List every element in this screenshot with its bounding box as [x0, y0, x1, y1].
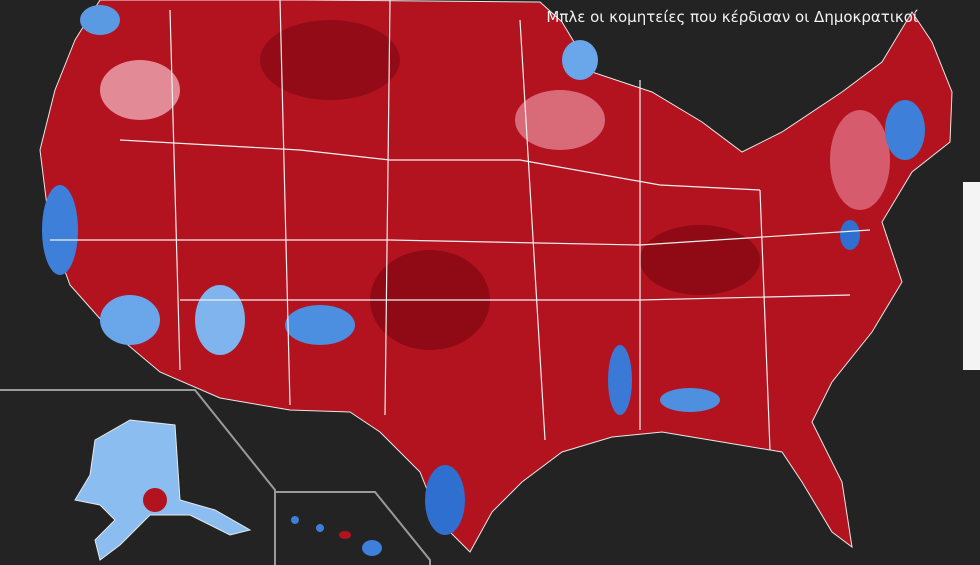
island — [339, 531, 351, 539]
blue-area — [840, 220, 860, 250]
blue-area — [285, 305, 355, 345]
alaska-red-area — [143, 488, 167, 512]
inset-border — [0, 389, 276, 565]
blue-area — [660, 388, 720, 412]
island — [316, 524, 324, 532]
blue-area — [562, 40, 598, 80]
contiguous-us — [39, 0, 953, 553]
light-red-area — [830, 110, 890, 210]
side-panel — [963, 182, 980, 370]
border — [169, 0, 771, 451]
dark-red-area — [640, 225, 760, 295]
state-borders — [50, 0, 871, 451]
light-red-area — [100, 60, 180, 120]
blue-area — [80, 5, 120, 35]
democratic-counties — [42, 5, 925, 535]
blue-area — [42, 185, 78, 275]
hawaii — [291, 516, 382, 556]
blue-area — [608, 345, 632, 415]
caption: Μπλε οι κομητείες που κέρδισαν οι Δημοκρ… — [546, 8, 918, 26]
blue-area — [195, 285, 245, 355]
alaska — [74, 419, 252, 561]
island — [362, 540, 382, 556]
inset-border — [275, 491, 431, 565]
blue-area — [885, 100, 925, 160]
dark-red-area — [260, 20, 400, 100]
blue-area — [100, 295, 160, 345]
light-red-area — [515, 90, 605, 150]
blue-area — [425, 465, 465, 535]
border — [50, 229, 871, 301]
border — [119, 139, 761, 191]
island — [291, 516, 299, 524]
